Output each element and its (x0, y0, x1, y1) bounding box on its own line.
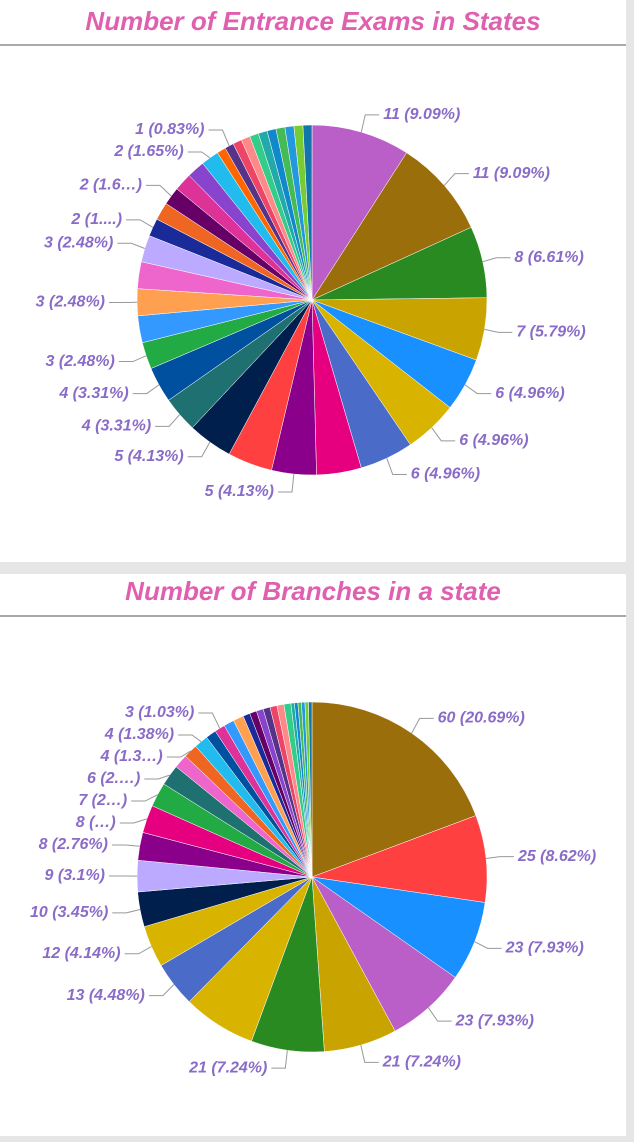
data-label: 9 (3.1%) (45, 867, 105, 884)
leader-line (485, 856, 514, 859)
data-label: 25 (8.62%) (517, 848, 596, 865)
leader-line (126, 219, 154, 228)
data-label: 3 (1.03%) (125, 704, 194, 721)
data-label: 23 (7.93%) (505, 940, 584, 957)
leader-line (431, 427, 456, 442)
data-label: 21 (7.24%) (382, 1054, 461, 1071)
data-label: 11 (9.09%) (383, 106, 460, 123)
data-label: 4 (1.3…) (99, 748, 162, 765)
data-label: 5 (4.13%) (205, 483, 274, 500)
data-label: 13 (4.48%) (67, 987, 145, 1004)
leader-line (482, 257, 511, 263)
leader-line (464, 384, 492, 395)
leader-line (474, 941, 502, 949)
leader-line (132, 384, 160, 395)
data-label: 3 (2.48%) (36, 294, 105, 311)
data-label: 4 (3.31%) (58, 385, 128, 402)
data-label: 3 (2.48%) (45, 353, 114, 370)
leader-line (427, 1007, 452, 1022)
data-label: 12 (4.14%) (42, 945, 120, 962)
leader-line (443, 173, 469, 186)
leader-line (112, 909, 141, 914)
leader-line (155, 414, 181, 427)
leader-line (119, 818, 148, 824)
data-label: 4 (1.38%) (104, 726, 174, 743)
data-label: 4 (3.31%) (81, 418, 151, 435)
leader-line (411, 717, 434, 734)
leader-line (386, 458, 407, 476)
leader-line (145, 184, 172, 197)
chart-title: Number of Branches in a state (125, 576, 501, 606)
pie-slice (308, 701, 313, 878)
leader-line (124, 946, 152, 955)
data-label: 3 (2.48%) (44, 234, 113, 251)
data-label: 6 (4.96%) (495, 385, 564, 402)
leader-line (117, 242, 145, 249)
leader-line (131, 794, 158, 802)
data-label: 8 (…) (76, 814, 116, 831)
leader-line (360, 1044, 379, 1063)
leader-line (198, 712, 221, 729)
leader-line (278, 474, 295, 493)
data-label: 23 (7.93%) (455, 1012, 534, 1029)
data-label: 10 (3.45%) (30, 904, 108, 921)
leader-line (144, 774, 170, 780)
pie-slice (302, 124, 313, 301)
chart-title: Number of Entrance Exams in States (85, 6, 540, 36)
leader-line (166, 750, 191, 758)
leader-line (187, 151, 211, 159)
data-label: 2 (1.6…) (79, 177, 142, 194)
data-label: 6 (4.96%) (411, 466, 480, 483)
leader-line (111, 844, 140, 847)
leader-line (187, 441, 211, 458)
data-label: 2 (1....) (70, 211, 122, 228)
data-label: 5 (4.13%) (114, 448, 183, 465)
data-label: 2 (1.65%) (113, 143, 183, 160)
leader-line (118, 355, 147, 363)
data-label: 6 (2.…) (87, 770, 140, 787)
leader-line (178, 734, 202, 743)
data-label: 8 (2.76%) (39, 836, 108, 853)
data-label: 6 (4.96%) (459, 432, 528, 449)
leader-line (148, 984, 175, 997)
data-label: 21 (7.24%) (188, 1059, 267, 1076)
data-label: 7 (2…) (78, 792, 127, 809)
data-label: 7 (5.79%) (516, 324, 585, 341)
data-label: 11 (9.09%) (473, 165, 550, 182)
leader-line (484, 328, 513, 333)
leader-line (360, 114, 380, 133)
leader-line (271, 1050, 288, 1069)
data-label: 60 (20.69%) (438, 710, 525, 727)
data-label: 8 (6.61%) (514, 249, 583, 266)
data-label: 1 (0.83%) (135, 121, 204, 138)
pie-slice (311, 815, 488, 903)
pie-slice (311, 124, 407, 301)
leader-line (208, 129, 230, 147)
